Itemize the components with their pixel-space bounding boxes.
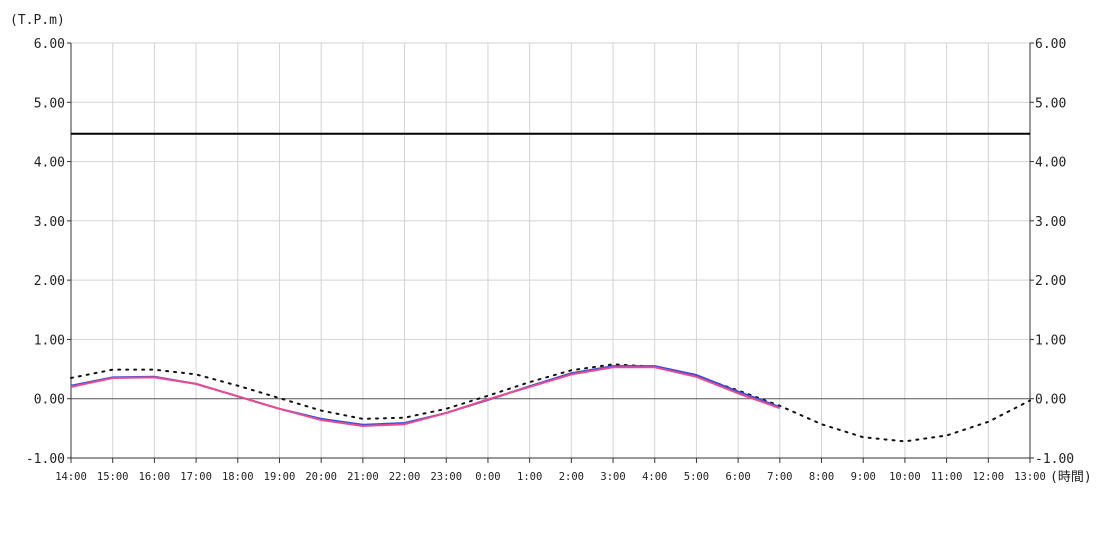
y-tick-label-right: 4.00 — [1035, 156, 1066, 171]
series-group — [70, 363, 1031, 443]
x-tick-label: 17:00 — [180, 471, 212, 483]
x-tick-label: 18:00 — [222, 471, 254, 483]
x-tick-label: 12:00 — [972, 471, 1004, 483]
axes — [67, 42, 1034, 463]
y-tick-label-left: 4.00 — [34, 156, 65, 171]
x-tick-label: 4:00 — [642, 471, 667, 483]
y-tick-label-left: 5.00 — [34, 96, 65, 111]
x-tick-label: 21:00 — [347, 471, 379, 483]
x-axis-title: (時間) — [1050, 470, 1092, 485]
y-tick-label-left: 3.00 — [34, 215, 65, 230]
y-tick-label-right: 6.00 — [1035, 37, 1066, 52]
y-tick-label-right: -1.00 — [1035, 452, 1074, 467]
y-tick-label-left: 1.00 — [34, 333, 65, 348]
x-tick-label: 13:00 — [1014, 471, 1046, 483]
x-tick-label: 0:00 — [475, 471, 500, 483]
x-tick-label: 20:00 — [305, 471, 337, 483]
x-tick-label: 16:00 — [139, 471, 171, 483]
y-tick-label-left: 6.00 — [34, 37, 65, 52]
x-tick-label: 19:00 — [264, 471, 296, 483]
series-line-3 — [70, 366, 781, 427]
grid-lines — [71, 42, 1030, 459]
x-tick-labels: 14:00 15:00 16:00 17:00 18:00 19:00 20:00 21:00… — [55, 471, 1046, 483]
x-tick-label: 3:00 — [600, 471, 625, 483]
y-tick-label-right: 1.00 — [1035, 333, 1066, 348]
y-tick-label-left: 2.00 — [34, 274, 65, 289]
y-tick-label-right: 2.00 — [1035, 274, 1066, 289]
x-tick-label: 15:00 — [97, 471, 129, 483]
x-tick-label: 23:00 — [430, 471, 462, 483]
x-tick-label: 14:00 — [55, 471, 87, 483]
x-tick-label: 5:00 — [684, 471, 709, 483]
x-tick-label: 2:00 — [559, 471, 584, 483]
x-tick-label: 1:00 — [517, 471, 542, 483]
series-line-2 — [70, 365, 781, 426]
y-tick-label-left: -1.00 — [26, 452, 65, 467]
y-tick-labels: 6.00 6.00 5.00 5.00 4.00 4.00 3.00 3.00 2.00 2.00… — [26, 37, 1074, 467]
y-axis-title: (T.P.m) — [10, 13, 65, 28]
x-tick-label: 8:00 — [809, 471, 834, 483]
x-tick-label: 10:00 — [889, 471, 921, 483]
y-tick-label-left: 0.00 — [34, 393, 65, 408]
y-tick-label-right: 0.00 — [1035, 393, 1066, 408]
series-line-1 — [70, 363, 1031, 443]
y-tick-label-right: 3.00 — [1035, 215, 1066, 230]
x-tick-label: 6:00 — [725, 471, 750, 483]
x-tick-label: 11:00 — [931, 471, 963, 483]
x-tick-label: 9:00 — [851, 471, 876, 483]
y-tick-label-right: 5.00 — [1035, 96, 1066, 111]
x-tick-label: 22:00 — [389, 471, 421, 483]
x-tick-label: 7:00 — [767, 471, 792, 483]
